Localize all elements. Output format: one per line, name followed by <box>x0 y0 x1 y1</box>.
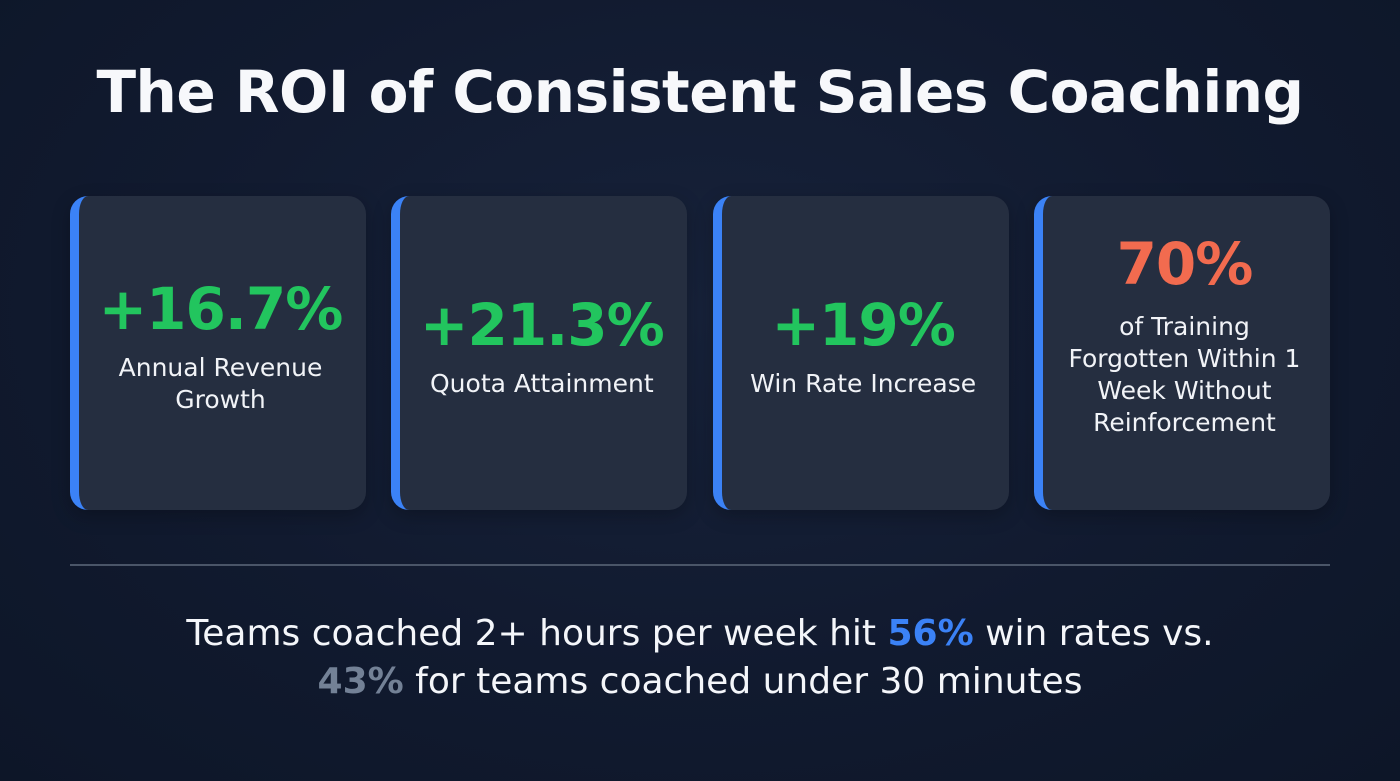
stat-label: of Training Forgotten Within 1 Week With… <box>1068 311 1301 437</box>
stat-card-quota-attainment: +21.3% Quota Attainment <box>391 196 688 510</box>
footer-text: win rates vs. <box>973 613 1214 654</box>
footer-summary: Teams coached 2+ hours per week hit 56% … <box>0 610 1400 706</box>
highlight-56-percent: 56% <box>887 613 974 654</box>
footer-text: for teams coached under 30 minutes <box>403 661 1083 702</box>
footer-text: Teams coached 2+ hours per week hit <box>186 613 888 654</box>
stat-value: +19% <box>771 291 955 360</box>
page-title: The ROI of Consistent Sales Coaching <box>96 58 1304 126</box>
stat-label: Annual Revenue Growth <box>118 352 323 414</box>
stat-card-win-rate: +19% Win Rate Increase <box>712 196 1009 510</box>
stat-label: Win Rate Increase <box>750 368 977 398</box>
stat-value: +21.3% <box>419 291 665 360</box>
stat-value: +16.7% <box>98 275 344 344</box>
stat-cards: +16.7% Annual Revenue Growth +21.3% Quot… <box>70 196 1330 510</box>
section-divider <box>70 564 1330 566</box>
stat-card-training-forgotten: 70% of Training Forgotten Within 1 Week … <box>1033 196 1330 510</box>
stat-label: Quota Attainment <box>430 368 654 398</box>
stat-value: 70% <box>1116 230 1254 299</box>
highlight-43-percent: 43% <box>317 661 404 702</box>
stat-card-revenue-growth: +16.7% Annual Revenue Growth <box>70 196 366 510</box>
